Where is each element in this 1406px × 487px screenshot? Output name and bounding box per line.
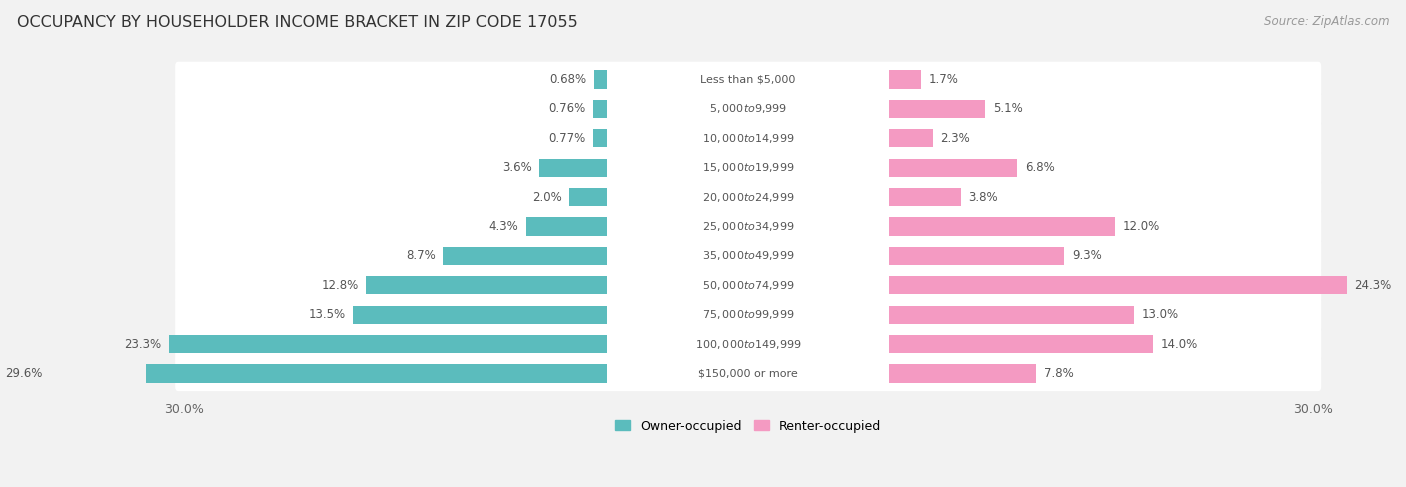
Text: 13.5%: 13.5%: [308, 308, 346, 321]
Bar: [51, 364, 607, 383]
Legend: Owner-occupied, Renter-occupied: Owner-occupied, Renter-occupied: [610, 414, 886, 438]
Text: $5,000 to $9,999: $5,000 to $9,999: [709, 102, 787, 115]
Text: 24.3%: 24.3%: [1354, 279, 1392, 292]
FancyBboxPatch shape: [176, 326, 1322, 362]
Bar: [890, 217, 1115, 236]
Bar: [526, 217, 607, 236]
Bar: [592, 129, 607, 148]
FancyBboxPatch shape: [176, 297, 1322, 332]
Bar: [890, 100, 986, 118]
Text: 14.0%: 14.0%: [1160, 337, 1198, 351]
Text: $15,000 to $19,999: $15,000 to $19,999: [702, 161, 794, 174]
Text: 3.8%: 3.8%: [969, 190, 998, 204]
Bar: [353, 305, 607, 324]
Text: 29.6%: 29.6%: [6, 367, 42, 380]
Text: 12.8%: 12.8%: [322, 279, 359, 292]
Text: 13.0%: 13.0%: [1142, 308, 1178, 321]
Bar: [890, 364, 1036, 383]
Text: 2.0%: 2.0%: [531, 190, 562, 204]
Bar: [593, 100, 607, 118]
FancyBboxPatch shape: [176, 91, 1322, 127]
Text: Less than $5,000: Less than $5,000: [700, 75, 796, 84]
FancyBboxPatch shape: [176, 356, 1322, 391]
Text: 9.3%: 9.3%: [1071, 249, 1101, 262]
Text: $75,000 to $99,999: $75,000 to $99,999: [702, 308, 794, 321]
Text: $100,000 to $149,999: $100,000 to $149,999: [695, 337, 801, 351]
Text: $50,000 to $74,999: $50,000 to $74,999: [702, 279, 794, 292]
Bar: [443, 247, 607, 265]
Bar: [890, 70, 921, 89]
Text: $150,000 or more: $150,000 or more: [699, 369, 799, 378]
Bar: [569, 188, 607, 206]
Text: 7.8%: 7.8%: [1043, 367, 1073, 380]
Text: Source: ZipAtlas.com: Source: ZipAtlas.com: [1264, 15, 1389, 28]
Bar: [890, 247, 1064, 265]
Text: 0.77%: 0.77%: [548, 131, 585, 145]
FancyBboxPatch shape: [176, 150, 1322, 185]
FancyBboxPatch shape: [176, 267, 1322, 303]
Text: $25,000 to $34,999: $25,000 to $34,999: [702, 220, 794, 233]
Bar: [540, 158, 607, 177]
FancyBboxPatch shape: [176, 62, 1322, 97]
Text: $20,000 to $24,999: $20,000 to $24,999: [702, 190, 794, 204]
Text: $35,000 to $49,999: $35,000 to $49,999: [702, 249, 794, 262]
Text: 0.76%: 0.76%: [548, 102, 585, 115]
Text: 23.3%: 23.3%: [124, 337, 162, 351]
Text: 3.6%: 3.6%: [502, 161, 531, 174]
Text: 6.8%: 6.8%: [1025, 161, 1054, 174]
Bar: [890, 276, 1347, 294]
Text: 4.3%: 4.3%: [489, 220, 519, 233]
Bar: [169, 335, 607, 353]
Bar: [890, 335, 1153, 353]
FancyBboxPatch shape: [176, 179, 1322, 215]
Text: 1.7%: 1.7%: [929, 73, 959, 86]
Bar: [890, 158, 1018, 177]
Text: OCCUPANCY BY HOUSEHOLDER INCOME BRACKET IN ZIP CODE 17055: OCCUPANCY BY HOUSEHOLDER INCOME BRACKET …: [17, 15, 578, 30]
Text: $10,000 to $14,999: $10,000 to $14,999: [702, 131, 794, 145]
Text: 12.0%: 12.0%: [1122, 220, 1160, 233]
Bar: [890, 129, 932, 148]
Bar: [595, 70, 607, 89]
FancyBboxPatch shape: [176, 121, 1322, 156]
Bar: [890, 188, 960, 206]
FancyBboxPatch shape: [176, 238, 1322, 274]
Text: 8.7%: 8.7%: [406, 249, 436, 262]
Text: 5.1%: 5.1%: [993, 102, 1022, 115]
Bar: [366, 276, 607, 294]
FancyBboxPatch shape: [176, 209, 1322, 244]
Text: 0.68%: 0.68%: [550, 73, 586, 86]
Bar: [890, 305, 1135, 324]
Text: 2.3%: 2.3%: [941, 131, 970, 145]
